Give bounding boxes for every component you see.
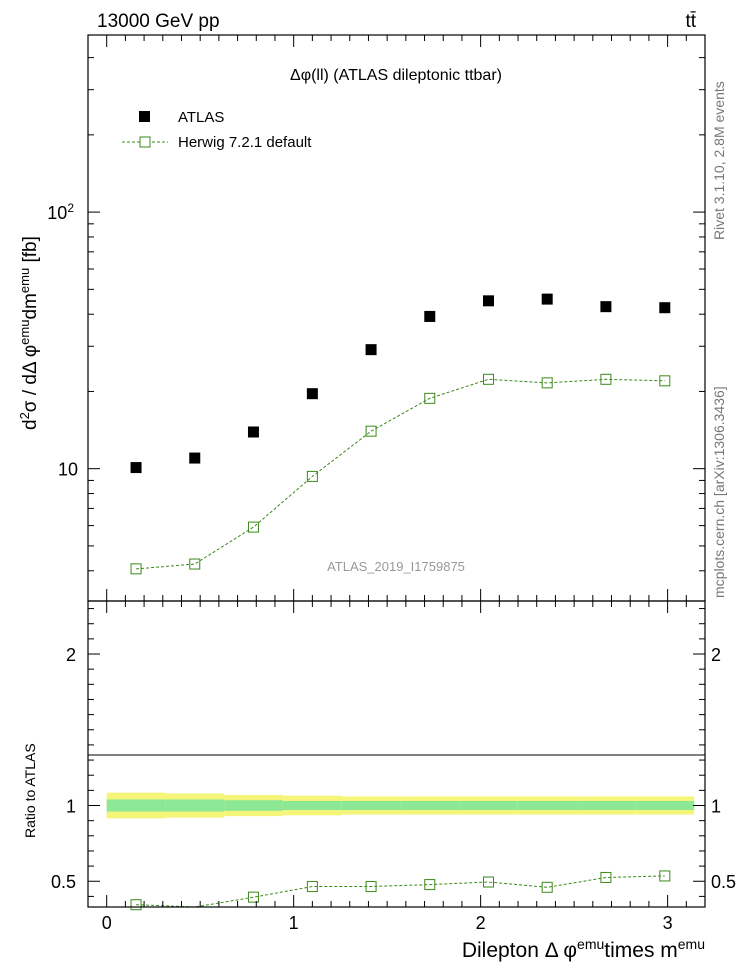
herwig-point (130, 563, 142, 575)
legend-atlas-marker (139, 111, 150, 122)
herwig-point (424, 392, 436, 404)
atlas-point (247, 426, 259, 438)
analysis-watermark: ATLAS_2019_I1759875 (327, 559, 465, 574)
ratio-y-tick-label-right: 2 (711, 645, 721, 665)
ratio-axes-layer: 0 1 2 3 0.5 0.5 1 1 2 2 (51, 601, 736, 933)
herwig-ratio-point (365, 881, 377, 893)
herwig-ratio-point (306, 881, 318, 893)
herwig-ratio-point (600, 871, 612, 883)
ratio-band-inner (459, 800, 518, 811)
ratio-y-tick-label-left: 2 (66, 645, 76, 665)
ratio-band-inner (635, 800, 695, 811)
ratio-y-tick-label-left: 0.5 (51, 872, 76, 892)
x-tick-label: 3 (663, 913, 673, 933)
process-label: tt̄ (685, 11, 696, 32)
ratio-band-inner (517, 800, 577, 811)
atlas-point (130, 462, 142, 474)
mcplots-label: mcplots.cern.ch [arXiv:1306.3436] (711, 386, 727, 598)
atlas-point (541, 293, 553, 305)
ratio-uncertainty-bands (106, 792, 695, 819)
ratio-y-tick-label-right: 0.5 (711, 872, 736, 892)
main-y-tick-label: 10 (58, 460, 78, 480)
herwig-ratio-point (130, 899, 142, 911)
x-tick-label: 2 (476, 913, 486, 933)
atlas-point (424, 310, 436, 322)
herwig-ratio-point (424, 879, 436, 891)
ratio-band-inner (576, 800, 636, 811)
herwig-line (136, 378, 665, 570)
herwig-point (189, 558, 201, 570)
herwig-point (482, 373, 494, 385)
rivet-label: Rivet 3.1.10, 2.8M events (711, 81, 727, 240)
herwig-point (659, 375, 671, 387)
legend-herwig-label: Herwig 7.2.1 default (178, 134, 312, 151)
ratio-band-inner (224, 800, 283, 811)
ratio-band-inner (400, 800, 460, 811)
ratio-y-axis-label: Ratio to ATLAS (22, 743, 38, 838)
ratio-band-inner (165, 799, 225, 812)
legend: ATLAS Herwig 7.2.1 default (122, 109, 312, 151)
herwig-point (541, 377, 553, 389)
ratio-y-tick-label-right: 1 (711, 797, 721, 817)
ratio-band-inner (341, 800, 401, 811)
legend-atlas-label: ATLAS (178, 109, 224, 126)
atlas-point (365, 344, 377, 356)
legend-herwig-marker (139, 136, 151, 148)
herwig-ratio-point (247, 891, 259, 903)
atlas-point (600, 301, 612, 313)
main-panel: 10 102 Δφ(ll) (ATLAS dileptonic ttbar) AT… (17, 34, 706, 602)
x-tick-label: 0 (102, 913, 112, 933)
ratio-y-tick-label-left: 1 (66, 797, 76, 817)
ratio-band-inner (106, 799, 166, 812)
atlas-point (306, 388, 318, 400)
herwig-ratio-point (541, 881, 553, 893)
atlas-point (189, 452, 201, 464)
energy-label: 13000 GeV pp (97, 11, 220, 32)
ratio-data-layer (130, 870, 671, 911)
herwig-point (306, 470, 318, 482)
atlas-point (659, 302, 671, 314)
main-data-layer (130, 293, 671, 575)
x-tick-label: 1 (289, 913, 299, 933)
x-axis-label: Dilepton Δ φemutimes memu (462, 936, 705, 962)
herwig-point (247, 521, 259, 533)
herwig-ratio-point (482, 876, 494, 888)
herwig-point (600, 373, 612, 385)
herwig-ratio-line (136, 875, 665, 908)
ratio-band-inner (282, 800, 342, 811)
main-title: Δφ(ll) (ATLAS dileptonic ttbar) (290, 67, 502, 84)
ratio-panel: 0 1 2 3 0.5 0.5 1 1 2 2 Ratio to ATLAS Dilepton Δ… (22, 600, 736, 962)
main-y-tick-label: 102 (47, 201, 74, 223)
ratio-frame (87, 600, 706, 908)
herwig-point (365, 425, 377, 437)
atlas-point (482, 295, 494, 307)
main-y-axis-label: d2σ / dΔ φemudmemu [fb] (17, 236, 42, 430)
herwig-ratio-point (659, 870, 671, 882)
